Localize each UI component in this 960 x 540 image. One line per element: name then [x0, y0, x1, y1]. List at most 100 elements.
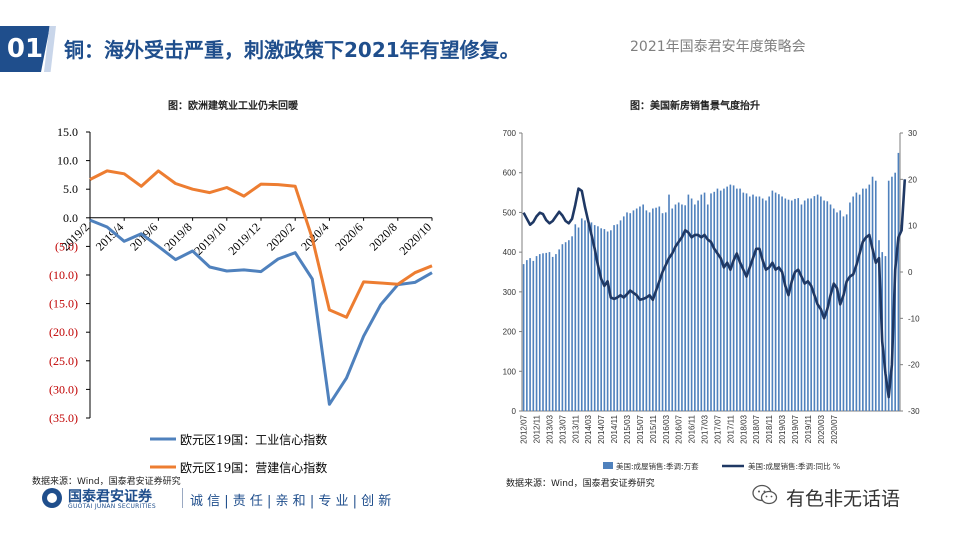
sales-bar [590, 222, 593, 411]
sales-bar [626, 212, 628, 411]
company-name: 国泰君安证券 [68, 489, 152, 505]
sales-bar [807, 198, 809, 411]
sales-bar [648, 212, 651, 411]
sales-bar [551, 256, 554, 411]
sales-bar [535, 256, 538, 411]
x-tick-label: 2019/11 [804, 414, 813, 443]
sales-bar [862, 188, 864, 411]
right-y-tick-label: 10 [908, 222, 917, 231]
sales-bar [742, 192, 745, 411]
sales-bar [716, 188, 719, 411]
sales-bar [538, 254, 541, 411]
sales-bar [619, 220, 622, 411]
sales-bar [768, 196, 770, 411]
x-tick-label: 2014/11 [610, 414, 619, 443]
sales-bar [629, 213, 632, 411]
sales-bar [897, 152, 900, 411]
y-tick-label: (25.0) [49, 354, 78, 368]
footer-divider [182, 488, 183, 508]
sales-bar [706, 204, 709, 411]
left-y-tick-label: 300 [503, 288, 517, 297]
right-y-tick-label: -30 [908, 407, 920, 416]
sales-bar [771, 190, 774, 411]
sales-bar [703, 192, 706, 411]
x-tick-label: 2016/03 [662, 414, 671, 443]
x-tick-label: 2019/07 [791, 414, 800, 443]
sales-bar [800, 204, 803, 411]
x-tick-label: 2017/07 [713, 414, 722, 443]
sales-bar [810, 198, 812, 411]
y-tick-label: 15.0 [57, 125, 78, 139]
sales-bar [832, 208, 835, 411]
sales-bar [600, 228, 602, 411]
legend-label: 欧元区19国：工业信心指数 [180, 432, 327, 447]
watermark-text: 有色非无话语 [786, 488, 901, 510]
sales-bar [839, 210, 842, 411]
right-y-tick-label: -20 [908, 361, 920, 370]
x-tick-label: 2013/11 [571, 414, 580, 443]
sales-bar [674, 204, 677, 411]
x-tick-label: 2013/03 [545, 414, 554, 443]
left-chart-title: 图：欧洲建筑业工业仍未回暖 [168, 101, 298, 112]
sales-bar [723, 188, 725, 411]
x-tick-label: 2015/11 [649, 414, 658, 443]
sales-bar [887, 180, 890, 411]
company-motto: 诚 信 | 责 任 | 亲 和 | 专 业 | 创 新 [190, 494, 392, 509]
x-tick-label: 2012/07 [520, 414, 529, 443]
sales-bar [574, 224, 577, 411]
sales-bar [787, 199, 790, 411]
sales-bar [697, 200, 699, 411]
yoy-line [522, 179, 907, 399]
sales-bar [564, 242, 567, 411]
company-logo-icon [42, 488, 62, 508]
legend-label-bars: 美国:成屋销售:季调:万套 [616, 461, 699, 471]
left-y-tick-label: 100 [503, 367, 517, 376]
sales-bar [790, 200, 793, 411]
sales-bar [529, 258, 531, 411]
sales-bar [661, 213, 664, 411]
sales-bar [884, 256, 887, 411]
sales-bar [681, 204, 683, 411]
sales-bar [580, 218, 583, 411]
sales-bar [745, 193, 748, 411]
sales-bar [820, 196, 822, 411]
company-name-en: GUOTAI JUNAN SECURITIES [68, 503, 156, 510]
sales-bar [606, 231, 609, 411]
sales-bar [645, 210, 648, 411]
sales-bar [836, 212, 838, 411]
right-chart-title: 图：美国新房销售景气度抬升 [630, 101, 760, 112]
sales-bar [732, 185, 735, 411]
sales-bar [726, 186, 728, 411]
x-tick-label: 2019/03 [778, 414, 787, 443]
sales-bar [878, 240, 880, 411]
y-tick-label: (15.0) [49, 297, 78, 311]
sales-bar [584, 220, 586, 411]
legend-swatch-bars [603, 462, 613, 469]
x-tick-label: 2018/07 [752, 414, 761, 443]
x-tick-label: 2014/07 [597, 414, 606, 443]
construction-confidence-line [89, 169, 433, 319]
sales-bar [652, 208, 654, 411]
y-tick-label: (5.0) [55, 239, 78, 253]
sales-bar [774, 192, 777, 411]
sales-bar [736, 188, 738, 411]
sales-bar [684, 205, 686, 411]
x-tick-label: 2013/07 [558, 414, 567, 443]
left-source-note: 数据来源：Wind，国泰君安证券研究 [32, 477, 181, 487]
sales-bar [597, 226, 599, 411]
sales-bar [778, 194, 780, 411]
y-tick-label: (35.0) [49, 411, 78, 425]
sales-bar [713, 191, 716, 411]
sales-bar [561, 244, 564, 411]
y-tick-label: (20.0) [49, 325, 78, 339]
left-y-tick-label: 0 [512, 407, 517, 416]
sales-bar [542, 253, 544, 411]
sales-bar [522, 264, 525, 411]
sales-bar [700, 194, 703, 411]
sales-bar [610, 230, 612, 411]
sales-bar [558, 249, 560, 411]
x-tick-label: 2017/03 [701, 414, 710, 443]
y-tick-label: 0.0 [63, 211, 78, 225]
x-tick-label: 2015/07 [636, 414, 645, 443]
right-y-tick-label: 20 [908, 175, 917, 184]
